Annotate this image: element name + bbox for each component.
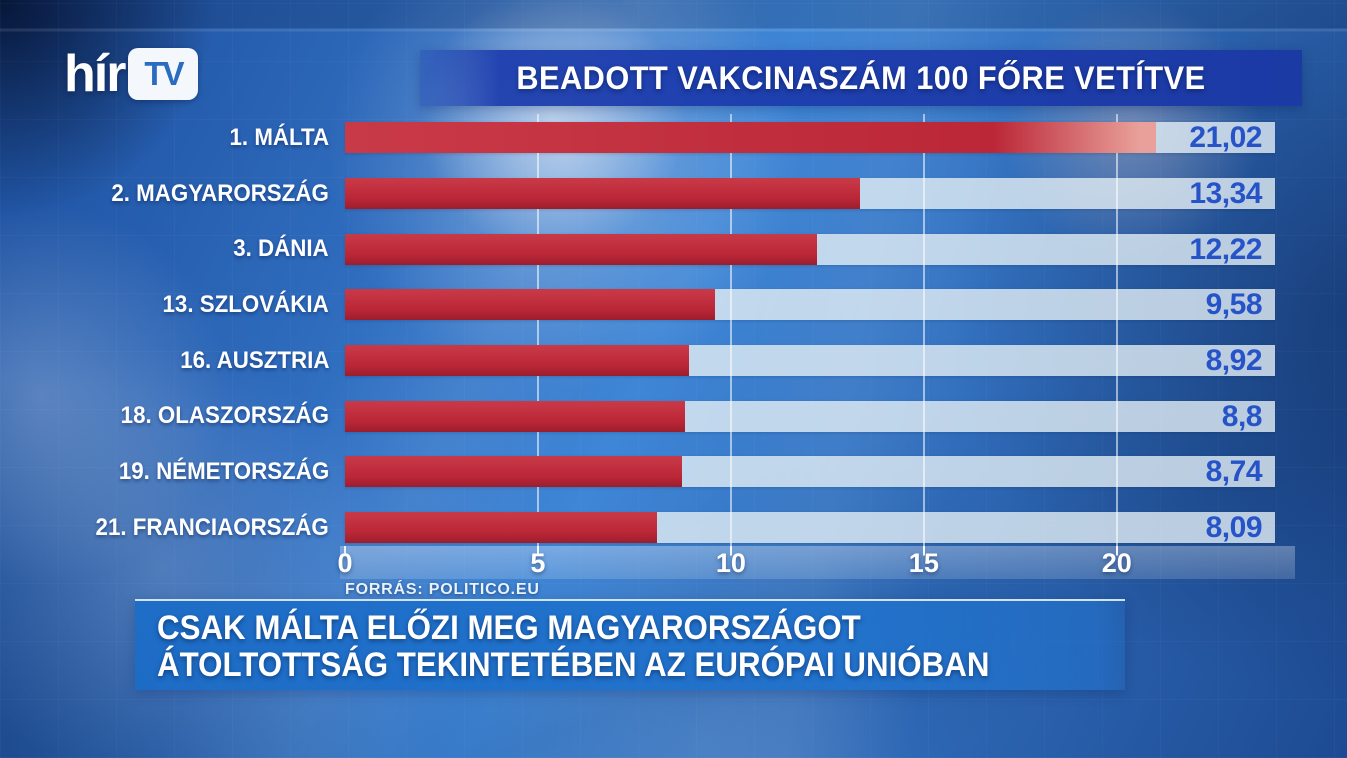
country-label: 21. FRANCIAORSZÁG (0, 514, 345, 542)
bar (345, 400, 685, 432)
value-label: 12,22 (1189, 232, 1262, 266)
logo-tv-badge: TV (128, 48, 199, 100)
bar (345, 233, 817, 265)
chart-row: 3. DÁNIA 12,22 (0, 221, 1275, 277)
country-label-text: 19. NÉMETORSZÁG (118, 457, 329, 485)
caption-line2: ÁTOLTOTTSÁG TEKINTETÉBEN AZ EURÓPAI UNIÓ… (157, 647, 1125, 684)
country-label: 3. DÁNIA (0, 235, 345, 263)
country-label: 19. NÉMETORSZÁG (0, 458, 345, 486)
country-label-text: 21. FRANCIAORSZÁG (95, 513, 329, 541)
axis-inner: 0 5 10 15 20 (337, 546, 1275, 579)
value-label: 8,09 (1205, 511, 1263, 545)
bar (345, 289, 715, 321)
value-label: 9,58 (1205, 288, 1263, 322)
logo-text: hír (64, 45, 126, 103)
axis-label: 20 (1101, 548, 1132, 578)
bar (345, 512, 658, 544)
value-label: 8,74 (1205, 455, 1263, 489)
value-label: 8,8 (1221, 399, 1263, 433)
country-label: 1. MÁLTA (0, 124, 345, 152)
value-label: 13,34 (1189, 177, 1262, 211)
bar (345, 345, 690, 377)
caption-line1-text: CSAK MÁLTA ELŐZI MEG MAGYARORSZÁGOT (157, 609, 861, 647)
bar (345, 456, 683, 488)
country-label-text: 18. OLASZORSZÁG (120, 402, 329, 430)
caption-line2-text: ÁTOLTOTTSÁG TEKINTETÉBEN AZ EURÓPAI UNIÓ… (157, 646, 990, 684)
chart-row: 19. NÉMETORSZÁG 8,74 (0, 444, 1275, 500)
bar-track: 8,8 (345, 399, 1275, 433)
axis-tick (344, 546, 346, 555)
chart-rows: 1. MÁLTA 21,02 2. MAGYARORSZÁG 13,34 3. DÁNI… (0, 110, 1275, 556)
axis-label: 5 (530, 548, 546, 578)
country-label: 16. AUSZTRIA (0, 347, 345, 375)
country-label-text: 3. DÁNIA (233, 235, 329, 263)
axis-label: 15 (908, 548, 939, 578)
bar-track: 8,92 (345, 344, 1275, 378)
chart-row: 2. MAGYARORSZÁG 13,34 (0, 166, 1275, 222)
chart-row: 16. AUSZTRIA 8,92 (0, 333, 1275, 389)
chart-row: 18. OLASZORSZÁG 8,8 (0, 388, 1275, 444)
bar-track: 8,09 (345, 511, 1275, 545)
title-band: BEADOTT VAKCINASZÁM 100 FŐRE VETÍTVE (420, 50, 1302, 106)
axis-strip: 0 5 10 15 20 (337, 546, 1295, 579)
chart-row: 13. SZLOVÁKIA 9,58 (0, 277, 1275, 333)
page-title: BEADOTT VAKCINASZÁM 100 FŐRE VETÍTVE (516, 59, 1206, 96)
bar (345, 122, 1157, 154)
hirtv-logo: hír TV (64, 45, 199, 103)
bar-track: 21,02 (345, 121, 1275, 155)
chart-area: 1. MÁLTA 21,02 2. MAGYARORSZÁG 13,34 3. DÁNI… (0, 110, 1275, 556)
country-label: 2. MAGYARORSZÁG (0, 180, 345, 208)
bar (345, 178, 860, 210)
bar-track: 12,22 (345, 232, 1275, 266)
chart-row: 1. MÁLTA 21,02 (0, 110, 1275, 166)
bar-track: 8,74 (345, 455, 1275, 489)
country-label-text: 16. AUSZTRIA (179, 346, 329, 374)
axis-label: 10 (715, 548, 746, 578)
caption-line1: CSAK MÁLTA ELŐZI MEG MAGYARORSZÁGOT (157, 610, 1125, 647)
source-label: FORRÁS: POLITICO.EU (345, 581, 540, 598)
country-label: 13. SZLOVÁKIA (0, 291, 345, 319)
chart-row: 21. FRANCIAORSZÁG 8,09 (0, 500, 1275, 556)
axis-label: 0 (337, 548, 353, 578)
country-label: 18. OLASZORSZÁG (0, 402, 345, 430)
caption-box: CSAK MÁLTA ELŐZI MEG MAGYARORSZÁGOT ÁTOL… (135, 599, 1125, 690)
value-label: 21,02 (1189, 121, 1262, 155)
bar-track: 9,58 (345, 288, 1275, 322)
country-label-text: 2. MAGYARORSZÁG (111, 179, 329, 207)
country-label-text: 1. MÁLTA (229, 123, 329, 151)
bar-track: 13,34 (345, 177, 1275, 211)
value-label: 8,92 (1205, 344, 1263, 378)
country-label-text: 13. SZLOVÁKIA (162, 290, 329, 318)
